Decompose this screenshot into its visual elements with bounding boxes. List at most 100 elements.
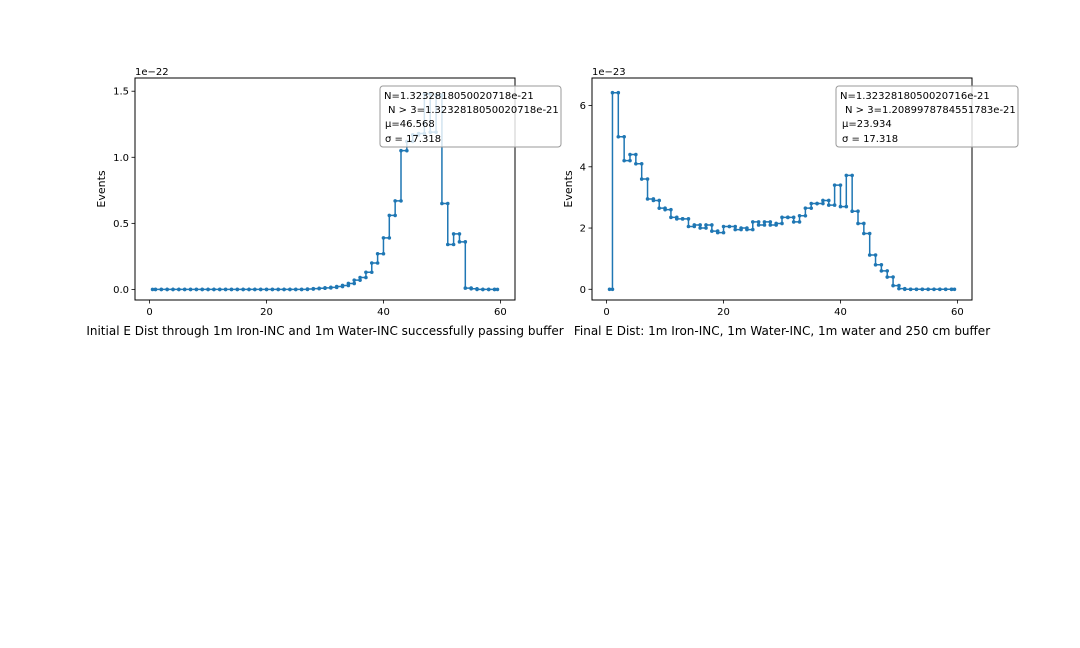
- right-x-tick-label: 40: [834, 307, 847, 318]
- right-data-point: [914, 287, 919, 292]
- right-data-point: [745, 227, 749, 232]
- left-data-point: [293, 287, 298, 292]
- left-data-point: [177, 287, 181, 292]
- left-data-point: [150, 287, 155, 292]
- left-data-point: [223, 287, 228, 292]
- left-data-point: [369, 270, 374, 275]
- left-stats-line-mu: μ=46.568: [385, 119, 435, 130]
- right-data-point: [856, 209, 860, 213]
- left-data-point: [463, 240, 468, 244]
- right-data-point: [873, 253, 878, 257]
- left-data-point: [440, 201, 444, 206]
- left-data-point: [375, 251, 380, 256]
- left-data-point: [369, 261, 374, 265]
- right-data-point: [762, 223, 767, 227]
- right-data-point: [780, 221, 784, 226]
- right-y-tick-label: 6: [580, 101, 586, 112]
- right-data-point: [680, 217, 685, 221]
- right-data-point: [832, 203, 837, 207]
- left-data-point: [188, 287, 193, 292]
- right-data-point: [669, 215, 673, 220]
- left-data-point: [445, 201, 450, 206]
- left-stats-line-n3: N > 3=1.3232818050020718e-21: [388, 105, 559, 116]
- right-data-point: [610, 90, 615, 95]
- right-data-point: [756, 220, 761, 224]
- left-data-point: [182, 287, 187, 292]
- left-data-point: [481, 287, 485, 292]
- left-data-point: [153, 287, 158, 292]
- right-data-point: [932, 287, 936, 292]
- right-data-point: [850, 173, 854, 178]
- left-data-point: [288, 287, 292, 292]
- right-data-point: [669, 207, 673, 212]
- right-x-tick-label: 60: [951, 307, 964, 318]
- left-data-point: [165, 287, 169, 292]
- right-data-point: [850, 209, 854, 213]
- right-data-point: [710, 229, 714, 233]
- left-data-point: [317, 286, 321, 291]
- right-data-point: [938, 287, 942, 292]
- right-data-point: [838, 183, 843, 187]
- right-y-axis-label: Events: [562, 170, 575, 208]
- right-series-marks: [607, 90, 957, 292]
- left-data-point: [323, 286, 327, 290]
- right-data-point: [780, 215, 784, 220]
- right-data-point: [952, 287, 957, 292]
- right-data-point: [657, 206, 662, 210]
- right-data-point: [897, 283, 901, 288]
- right-data-point: [628, 158, 632, 163]
- left-data-point: [399, 199, 403, 203]
- left-data-point: [381, 236, 386, 240]
- right-data-point: [949, 287, 954, 292]
- left-data-point: [229, 287, 234, 292]
- right-data-point: [710, 223, 714, 227]
- right-stats-line-sigma: σ = 17.318: [842, 134, 898, 145]
- right-data-point: [762, 220, 767, 224]
- right-data-point: [797, 220, 802, 224]
- left-chart-panel: 0 20 40 60 0.0 0.5 1.0 1.5 1e−22 Events Initia…: [86, 67, 563, 338]
- right-data-point: [692, 223, 697, 227]
- left-data-point: [451, 242, 456, 247]
- right-data-point: [844, 204, 849, 209]
- left-data-point: [457, 240, 462, 244]
- right-data-point: [791, 220, 796, 224]
- right-data-point: [739, 226, 743, 230]
- right-data-point: [698, 223, 702, 227]
- left-offset-text: 1e−22: [135, 67, 169, 78]
- right-data-point: [639, 161, 644, 166]
- left-data-point: [492, 287, 497, 292]
- right-data-point: [733, 224, 738, 229]
- right-data-point: [809, 206, 814, 210]
- right-data-point: [885, 275, 890, 279]
- right-data-point: [622, 158, 626, 163]
- left-data-point: [346, 281, 351, 286]
- left-series-marks: [150, 92, 500, 292]
- left-data-point: [352, 281, 357, 286]
- left-stats-line-sigma: σ = 17.318: [385, 134, 441, 145]
- right-data-point: [704, 223, 708, 227]
- left-stats-box: N=1.3232818050020718e-21 N > 3=1.3232818…: [379, 85, 562, 148]
- left-data-point: [393, 213, 397, 218]
- left-x-tick-label: 60: [494, 307, 507, 318]
- left-plot-frame: [134, 77, 516, 301]
- right-data-point: [803, 213, 808, 218]
- left-x-ticks: 0 20 40 60: [146, 300, 507, 318]
- right-data-point: [867, 231, 872, 236]
- left-data-point: [334, 284, 339, 289]
- left-x-tick-label: 0: [146, 307, 152, 318]
- right-data-point: [663, 207, 667, 212]
- right-data-point: [651, 198, 656, 203]
- left-data-point: [445, 242, 450, 247]
- right-data-point: [862, 231, 866, 236]
- right-data-point: [803, 206, 808, 210]
- left-data-point: [399, 148, 403, 153]
- right-data-point: [826, 198, 831, 203]
- right-data-point: [821, 201, 825, 206]
- left-data-point: [299, 287, 304, 292]
- left-data-point: [475, 287, 479, 292]
- left-data-point: [381, 251, 386, 256]
- left-data-point: [451, 232, 456, 236]
- left-data-point: [282, 287, 286, 292]
- left-data-point: [495, 287, 500, 292]
- left-x-tick-label: 20: [260, 307, 273, 318]
